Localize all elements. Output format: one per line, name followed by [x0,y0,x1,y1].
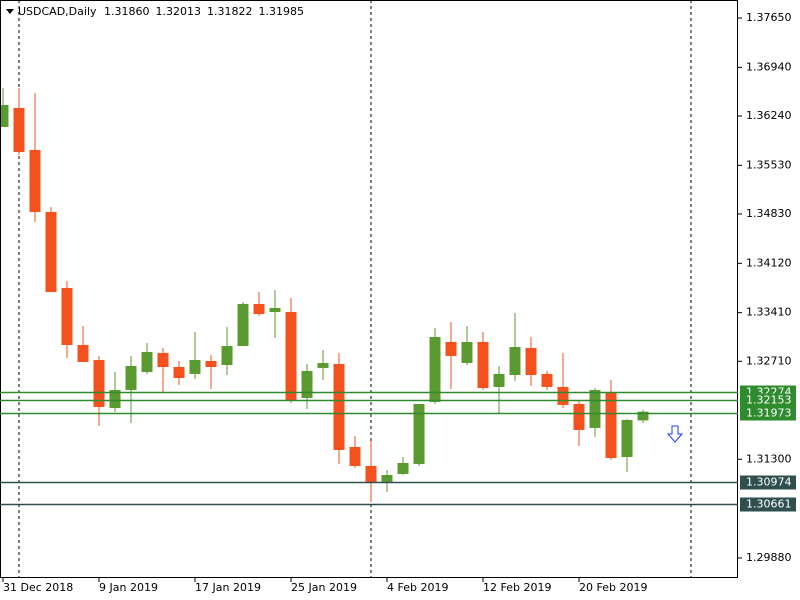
menu-arrow [6,9,14,14]
y-tick-label: 1.36240 [746,109,792,122]
x-tick-label: 4 Feb 2019 [387,581,448,594]
x-tick-label: 17 Jan 2019 [195,581,261,594]
candle-body [301,370,313,399]
candle-body [333,364,345,450]
candle-body [429,336,441,402]
candle-body [621,419,633,458]
y-tick-label: 1.37650 [746,11,792,24]
candle-body [493,373,505,387]
candle-body [381,475,393,482]
candle-body [317,362,329,368]
candle-body [349,446,361,466]
candle-body [285,311,297,401]
candle-body [413,403,425,464]
candle-body [477,341,489,388]
candle-body [173,367,185,378]
candle-body [77,344,89,363]
candle-body [45,211,57,293]
y-tick-label: 1.31300 [746,452,792,465]
candle-body [13,107,25,152]
candle-body [93,359,105,407]
candle-body [541,373,553,387]
x-tick-label: 12 Feb 2019 [483,581,551,594]
candle-body [573,403,585,430]
level-label: 1.31973 [746,407,792,420]
y-tick-label: 1.35530 [746,158,792,171]
x-tick-label: 25 Jan 2019 [291,581,357,594]
chart-title: USDCAD,Daily [18,5,97,18]
ohlc-value: 1.31822 [207,5,253,18]
candle-body [125,365,137,391]
candle-body [461,341,473,363]
y-tick-label: 1.29880 [746,551,792,564]
y-tick-label: 1.33410 [746,306,792,319]
candle-body [221,346,233,365]
candle-body [605,391,617,458]
ohlc-value: 1.31985 [259,5,305,18]
y-tick-label: 1.32710 [746,354,792,367]
x-tick-label: 20 Feb 2019 [579,581,647,594]
candle-body [237,303,249,347]
candle-body [269,308,281,312]
level-label: 1.30974 [746,476,792,489]
candle-body [109,390,121,409]
candle-body [637,411,649,421]
level-label: 1.32153 [746,394,792,407]
candle-body [445,341,457,356]
plot-border [0,0,738,578]
candle-body [141,351,153,373]
candle-body [509,346,521,376]
ohlc-value: 1.32013 [156,5,202,18]
y-tick-label: 1.36940 [746,60,792,73]
level-label-box [740,497,796,512]
plot-area [0,0,692,578]
y-tick-label: 1.34830 [746,207,792,220]
level-label-box [740,475,796,490]
candle-body [253,303,265,314]
candle-body [205,360,217,368]
candle-body [365,465,377,482]
down-arrow [666,425,684,443]
candle-body [189,359,201,374]
candle-body [61,287,73,345]
candle-body [557,386,569,405]
level-label-box [740,406,796,421]
y-tick-label: 1.34120 [746,256,792,269]
candle-body [525,347,537,376]
candle-body [589,390,601,428]
candle-body [0,105,9,127]
candle-body [29,149,41,212]
candle-body [157,352,169,368]
x-tick-label: 9 Jan 2019 [99,581,158,594]
level-label-box [740,393,796,408]
candle-body [397,462,409,474]
ohlc-value: 1.31860 [104,5,150,18]
x-tick-label: 31 Dec 2018 [3,581,73,594]
level-label: 1.30661 [746,498,792,511]
